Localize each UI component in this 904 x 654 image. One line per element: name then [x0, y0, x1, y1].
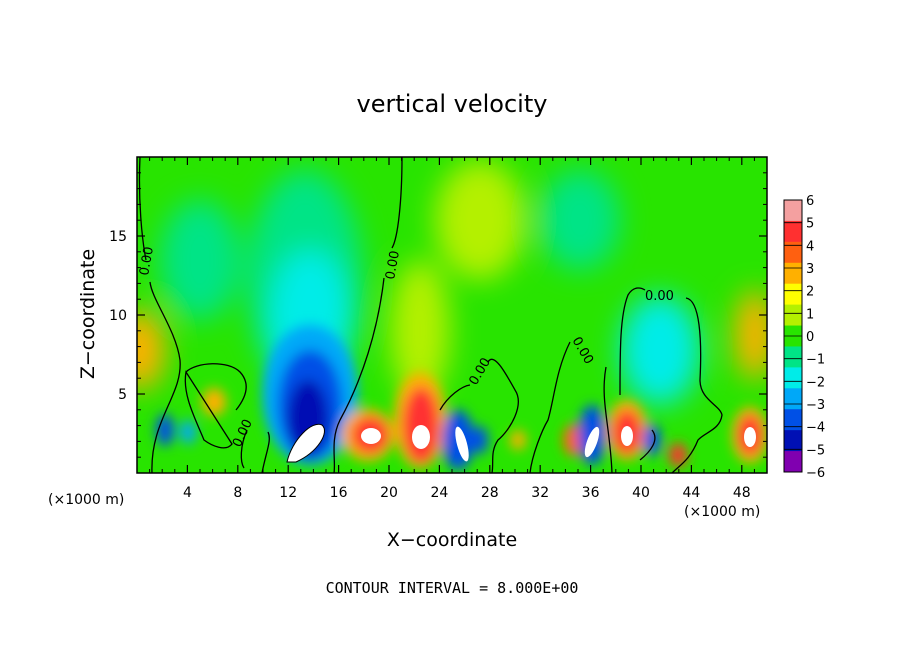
colorbar-swatch	[784, 200, 802, 222]
colorbar-label: 3	[806, 262, 814, 277]
contour-label-1: 0.00	[137, 246, 157, 277]
y-axis-label: Z−coordinate	[77, 249, 99, 379]
extreme-updraft-48	[744, 427, 756, 447]
colorbar-label: 6	[806, 194, 814, 209]
colorbar-swatch	[784, 388, 802, 410]
extreme-updraft-18	[361, 428, 381, 444]
updraft-region-right	[735, 290, 767, 380]
zero-contour-center-right	[439, 358, 519, 473]
extreme-updraft-23	[412, 425, 430, 449]
cell-41-down	[643, 424, 661, 456]
extreme-cells	[286, 423, 756, 463]
zero-contour-plume-right	[333, 157, 403, 473]
colorbar-swatch	[784, 283, 802, 306]
colorbar-label: −3	[806, 398, 825, 413]
contour-label-3: 0.00	[383, 250, 403, 281]
zero-contour-loop-left	[184, 363, 247, 449]
x-unit-label-left: (×1000 m)	[48, 492, 124, 508]
contour-interval-note: CONTOUR INTERVAL = 8.000E+00	[326, 579, 579, 597]
x-axis-label: X−coordinate	[387, 529, 517, 551]
colorbar-swatch	[784, 304, 802, 327]
extreme-updraft-36	[584, 426, 600, 458]
chart-title: vertical velocity	[357, 90, 548, 118]
extreme-updraft-26	[455, 426, 469, 462]
y-tick-label: 15	[109, 229, 127, 245]
x-tick-label: 16	[330, 485, 348, 501]
cell-27-down	[472, 426, 488, 454]
x-tick-label: 8	[233, 485, 242, 501]
x-tick-label: 4	[183, 485, 192, 501]
colorbar-swatch	[784, 430, 802, 452]
cell-5-down	[180, 420, 196, 444]
zero-contours	[138, 157, 723, 473]
plot-area: 0.00 0.00 0.00 0.00 0.00 0.00	[137, 157, 767, 473]
cell-2-down	[156, 414, 174, 446]
weak-updraft-band	[390, 260, 450, 400]
x-tick-label: 36	[582, 485, 600, 501]
colorbar-label: −1	[806, 353, 825, 368]
cell-6-up	[202, 388, 226, 416]
zero-contour-8	[240, 429, 248, 469]
zero-contour-40-loop	[619, 287, 723, 473]
x-tick-label: 32	[531, 485, 549, 501]
colorbar-label: 1	[806, 307, 814, 322]
x-tick-label: 48	[733, 485, 751, 501]
colorbar-label: −4	[806, 421, 825, 436]
colorbar-label: 2	[806, 285, 814, 300]
colorbar-swatch	[784, 409, 802, 431]
colorbar-label: 5	[806, 217, 814, 232]
cell-34-up	[563, 424, 583, 456]
x-tick-label: 40	[632, 485, 650, 501]
colorbar-label: −2	[806, 375, 825, 390]
y-tick-label: 10	[109, 308, 127, 324]
x-unit-label-right: (×1000 m)	[684, 504, 760, 520]
extreme-updraft-12	[286, 423, 325, 463]
y-tick-label: 5	[118, 387, 127, 403]
zero-contour-34	[529, 341, 613, 473]
x-tick-label: 28	[481, 485, 499, 501]
weak-downdraft-band-2	[540, 170, 620, 270]
downdraft-region-right	[620, 295, 700, 405]
colorbar-swatch	[784, 346, 802, 368]
colorbar: 6 5 4 3 2 1 0 −1 −2 −3 −4 −5 −6	[783, 194, 825, 481]
extreme-updraft-39	[621, 426, 633, 446]
x-tick-label: 20	[380, 485, 398, 501]
contour-label-6: 0.00	[645, 289, 674, 304]
colorbar-label: −5	[806, 443, 825, 458]
colorbar-swatch	[784, 367, 802, 389]
zero-contour-right-small	[639, 429, 656, 461]
colorbar-swatch	[784, 451, 802, 473]
colorbar-label: −6	[806, 466, 825, 481]
updraft-region-left	[137, 310, 165, 390]
weak-updraft-band-2	[435, 160, 525, 280]
cell-30-up	[510, 430, 526, 450]
colorbar-label: 4	[806, 239, 814, 254]
zero-contour-left-edge	[138, 157, 181, 473]
colorbar-swatch	[784, 262, 802, 285]
cell-42-up	[669, 443, 687, 467]
colorbar-swatch	[784, 241, 802, 264]
colorbar-swatch	[784, 220, 802, 243]
x-tick-label: 24	[430, 485, 448, 501]
zero-contour-plume-left	[261, 431, 270, 473]
x-tick-label: 12	[279, 485, 297, 501]
weak-downdraft-band	[160, 200, 240, 320]
x-tick-label: 44	[682, 485, 700, 501]
colorbar-label: 0	[806, 330, 814, 345]
